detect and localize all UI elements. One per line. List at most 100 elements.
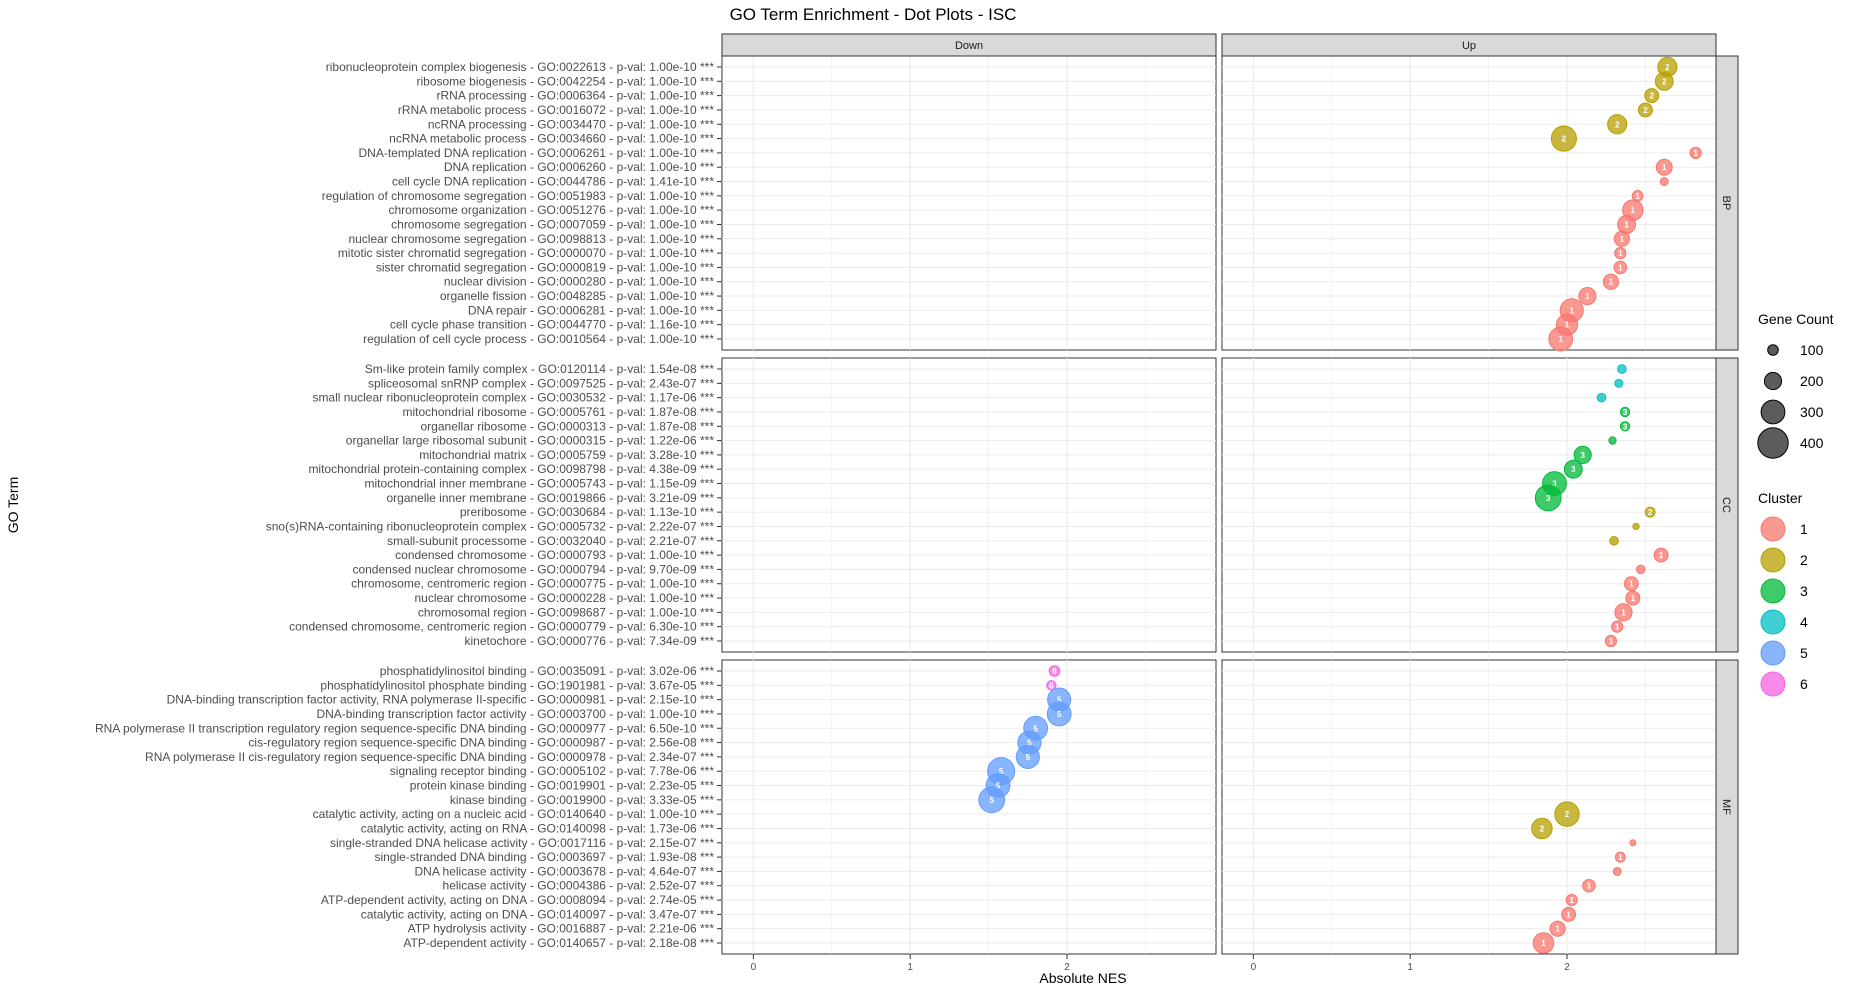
term-label: rRNA metabolic process - GO:0016072 - p-… <box>398 103 714 117</box>
dot-point <box>1635 564 1646 575</box>
term-label: RNA polymerase II transcription regulato… <box>95 721 714 735</box>
size-legend-label: 200 <box>1800 373 1824 389</box>
term-label: phosphatidylinositol binding - GO:003509… <box>380 664 715 678</box>
dot-point <box>1613 230 1631 247</box>
dot-point <box>1582 878 1596 893</box>
dot-point <box>1614 851 1626 863</box>
term-label: chromosomal region - GO:0098687 - p-val:… <box>418 605 714 619</box>
size-legend-key <box>1760 399 1786 425</box>
color-legend-label: 2 <box>1800 552 1808 568</box>
color-legend-key <box>1760 671 1786 697</box>
color-legend-label: 6 <box>1800 676 1808 692</box>
dot-cluster-label: 3 <box>1623 408 1628 417</box>
dot-cluster-label: 1 <box>1618 263 1623 272</box>
dot-cluster-label: 1 <box>1587 882 1592 891</box>
y-axis-title: GO Term <box>5 477 21 534</box>
dot-point <box>978 786 1006 814</box>
dot-point <box>1623 576 1639 592</box>
panel-bp-0 <box>721 55 1217 351</box>
color-legend-key <box>1760 640 1786 666</box>
dot-point <box>1563 459 1583 479</box>
dot-point <box>1604 634 1618 648</box>
dot-point <box>1609 535 1619 546</box>
size-legend-label: 100 <box>1800 342 1824 358</box>
strip-column-label: Up <box>1462 40 1476 52</box>
legend: Gene Count 100 200 300 400 Cluster 1 2 3 4 5 6 <box>1757 311 1834 697</box>
dot-point <box>1611 620 1624 633</box>
dot-cluster-label: 2 <box>1665 63 1670 72</box>
dot-point <box>1629 839 1637 847</box>
dot-point <box>1619 421 1631 432</box>
strip-row-cc <box>1715 357 1739 653</box>
dot-cluster-label: 1 <box>1662 163 1667 172</box>
term-label: spliceosomal snRNP complex - GO:0097525 … <box>368 376 714 390</box>
dot-point <box>1607 114 1628 135</box>
term-label: ATP-dependent activity, acting on DNA - … <box>321 893 714 907</box>
dot-point <box>1659 177 1669 187</box>
panel-mf-0 <box>721 659 1217 955</box>
dot-point <box>1046 701 1072 727</box>
dot-cluster-label: 5 <box>1026 753 1031 762</box>
dot-cluster-label: 3 <box>1552 480 1557 489</box>
term-label: small nuclear ribonucleoprotein complex … <box>312 391 714 405</box>
term-label: single-stranded DNA helicase activity - … <box>330 836 714 850</box>
dot-cluster-label: 3 <box>1623 422 1628 431</box>
term-label: mitochondrial protein-containing complex… <box>308 462 714 476</box>
dot-cluster-label: 1 <box>1566 910 1571 919</box>
term-label: mitochondrial matrix - GO:0005759 - p-va… <box>419 448 714 462</box>
term-label: nuclear chromosome segregation - GO:0098… <box>348 232 714 246</box>
strip-column-up <box>1221 33 1717 57</box>
term-label: phosphatidylinositol phosphate binding -… <box>320 678 714 692</box>
dot-point <box>1654 71 1674 91</box>
term-label: kinase binding - GO:0019900 - p-val: 3.3… <box>450 793 714 807</box>
dot-cluster-label: 3 <box>1580 451 1585 460</box>
panel-mf-1 <box>1221 659 1717 955</box>
dot-point <box>1619 406 1631 418</box>
dot-cluster-label: 2 <box>1662 77 1667 86</box>
color-legend-key <box>1760 547 1786 573</box>
dot-point <box>1614 378 1624 388</box>
dot-cluster-label: 1 <box>1635 192 1640 201</box>
term-label: organelle inner membrane - GO:0019866 - … <box>386 491 714 505</box>
dot-cluster-label: 1 <box>1569 306 1574 315</box>
dot-cluster-label: 1 <box>1631 206 1636 215</box>
term-label: catalytic activity, acting on RNA - GO:0… <box>361 821 715 835</box>
term-label: sno(s)RNA-containing ribonucleoprotein c… <box>266 519 715 533</box>
strip-row-bp <box>1715 55 1739 351</box>
dot-cluster-label: 1 <box>1609 637 1614 646</box>
dot-point <box>1637 102 1653 118</box>
term-label: nuclear division - GO:0000280 - p-val: 1… <box>444 275 714 289</box>
term-label: mitochondrial inner membrane - GO:000574… <box>364 477 714 491</box>
color-legend: 1 2 3 4 5 6 <box>1760 516 1808 697</box>
x-tick-label: 2 <box>1564 962 1570 973</box>
dot-point <box>1614 246 1627 260</box>
color-legend-label: 1 <box>1800 521 1808 537</box>
dot-point <box>1613 260 1628 275</box>
dot-point <box>1612 866 1622 876</box>
dot-point <box>1578 286 1597 306</box>
dot-point <box>1614 603 1633 622</box>
x-tick-label: 2 <box>1064 962 1070 973</box>
dot-point <box>1632 522 1640 531</box>
color-legend-key <box>1760 516 1786 542</box>
size-legend-title: Gene Count <box>1758 311 1834 327</box>
color-legend-label: 3 <box>1800 583 1808 599</box>
color-legend-key <box>1760 609 1786 635</box>
color-legend-key <box>1760 578 1786 604</box>
term-label: nuclear chromosome - GO:0000228 - p-val:… <box>415 591 715 605</box>
term-label: ncRNA metabolic process - GO:0034660 - p… <box>389 132 714 146</box>
dot-point <box>1644 88 1660 104</box>
color-legend-label: 4 <box>1800 614 1808 630</box>
dot-cluster-label: 3 <box>1571 465 1576 474</box>
dot-point <box>1602 273 1620 290</box>
x-tick-label: 1 <box>907 962 913 973</box>
term-label: DNA-binding transcription factor activit… <box>167 693 715 707</box>
dot-point <box>1644 506 1656 518</box>
dot-point <box>1548 326 1574 352</box>
term-label: regulation of cell cycle process - GO:00… <box>363 332 714 346</box>
dot-cluster-label: 1 <box>1624 220 1629 229</box>
term-label: mitotic sister chromatid segregation - G… <box>338 246 715 260</box>
strip-row-label: BP <box>1720 196 1732 211</box>
term-label: single-stranded DNA binding - GO:0003697… <box>374 850 714 864</box>
color-legend-title: Cluster <box>1758 490 1803 506</box>
